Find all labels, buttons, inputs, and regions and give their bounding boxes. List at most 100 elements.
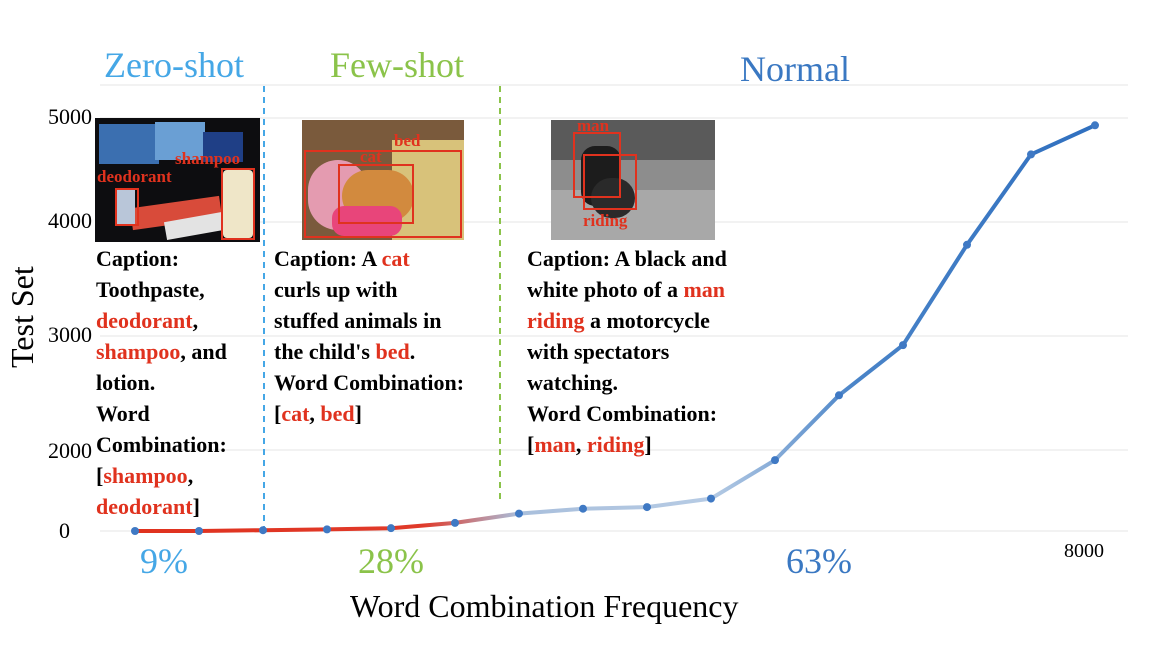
data-point: [323, 525, 331, 534]
caption-line: Word Combination:: [527, 398, 727, 429]
caption-line: Caption: A black and: [527, 243, 727, 274]
y-tick-3000: 3000: [48, 322, 92, 347]
highlighted-word: riding: [527, 308, 585, 333]
bed-bbox: [304, 150, 462, 238]
shampoo-photo-label: shampoo: [175, 149, 241, 168]
highlighted-word: bed: [375, 339, 410, 364]
caption-line: deodorant]: [96, 491, 227, 522]
caption-text: ]: [644, 432, 652, 457]
riding-photo-label: riding: [583, 211, 628, 230]
caption-text: with spectators: [527, 339, 670, 364]
deodorant-shape: [117, 190, 135, 224]
normal-label: Normal: [740, 49, 850, 89]
data-point: [1027, 150, 1035, 159]
caption-line: stuffed animals in: [274, 305, 464, 336]
highlighted-word: cat: [381, 246, 410, 271]
y-tick-0: 0: [59, 518, 70, 543]
data-point: [451, 518, 459, 527]
caption-line: lotion.: [96, 367, 227, 398]
blue-tube-shape: [203, 132, 243, 162]
caption-line: Caption:: [96, 243, 227, 274]
caption-line: Caption: A cat: [274, 243, 464, 274]
caption-line: Word Combination:: [274, 367, 464, 398]
data-point: [131, 527, 139, 535]
man-bbox: [573, 132, 621, 198]
man-photo-label: man: [577, 120, 610, 135]
zero-shot-label: Zero-shot: [104, 45, 244, 85]
riding-bbox: [583, 154, 637, 210]
deodorant-bbox: [115, 188, 139, 226]
caption-toiletries: Caption: Toothpaste, deodorant, shampoo, an…: [96, 243, 227, 522]
pink-bag-shape: [332, 206, 402, 236]
caption-text: .: [409, 339, 416, 364]
cat-photo-label: cat: [360, 147, 382, 166]
highlighted-word: cat: [281, 401, 310, 426]
highlighted-word: shampoo: [103, 463, 188, 488]
caption-text: [: [274, 401, 282, 426]
caption-line: [man, riding]: [527, 429, 727, 460]
caption-text: Word Combination:: [527, 401, 718, 426]
zero-shot-percent: 9%: [140, 541, 188, 581]
caption-text: the child's: [274, 339, 376, 364]
caption-line: [shampoo,: [96, 460, 227, 491]
data-series-line: [135, 123, 1096, 533]
caption-text: ,: [309, 401, 321, 426]
highlighted-word: bed: [320, 401, 355, 426]
y-tick-4000: 4000: [48, 208, 92, 233]
caption-cat: Caption: A cat curls up with stuffed anima…: [274, 243, 464, 429]
highlighted-word: deodorant: [96, 494, 193, 519]
caption-text: lotion.: [96, 370, 156, 395]
caption-text: [: [527, 432, 535, 457]
caption-line: with spectators: [527, 336, 727, 367]
data-points: [131, 121, 1099, 535]
caption-line: [cat, bed]: [274, 398, 464, 429]
x-axis-label: Word Combination Frequency: [350, 588, 739, 624]
lotion-bottle-shape: [223, 170, 253, 238]
bed-photo-label: bed: [394, 131, 421, 150]
caption-text: Word Combination:: [274, 370, 465, 395]
highlighted-word: man: [534, 432, 576, 457]
example-photo-motorcycle: man riding: [551, 120, 715, 240]
y-axis-label: Test Set: [4, 266, 40, 368]
caption-text: ,: [187, 463, 194, 488]
caption-line: Combination:: [96, 429, 227, 460]
caption-text: a motorcycle: [584, 308, 710, 333]
caption-line: the child's bed.: [274, 336, 464, 367]
caption-text: white photo of a: [527, 277, 684, 302]
package-shape: [155, 122, 205, 160]
few-shot-percent: 28%: [358, 541, 424, 581]
motorcycle-shape: [591, 178, 635, 218]
highlighted-word: riding: [586, 432, 645, 457]
caption-motorcycle: Caption: A black and white photo of a man…: [527, 243, 727, 460]
data-point: [643, 503, 651, 512]
caption-line: white photo of a man: [527, 274, 727, 305]
trees-shape: [551, 120, 715, 160]
data-point: [899, 341, 907, 350]
caption-line: riding a motorcycle: [527, 305, 727, 336]
y-tick-5000: 5000: [48, 104, 92, 129]
data-point: [259, 526, 267, 535]
example-photo-toiletries: shampoo deodorant: [95, 118, 260, 242]
x-tick-8000: 8000: [1064, 540, 1104, 562]
caption-text: ]: [192, 494, 200, 519]
data-point: [835, 391, 843, 400]
data-point: [515, 509, 523, 518]
highlighted-word: man: [683, 277, 726, 302]
few-shot-label: Few-shot: [330, 45, 464, 85]
caption-text: Combination:: [96, 432, 227, 457]
caption-text: ,: [192, 308, 199, 333]
caption-text: Word: [96, 401, 150, 426]
caption-line: deodorant,: [96, 305, 227, 336]
caption-text: curls up with: [274, 277, 398, 302]
caption-text: , and: [180, 339, 227, 364]
caption-line: Word: [96, 398, 227, 429]
caption-text: ,: [575, 432, 587, 457]
caption-text: watching.: [527, 370, 619, 395]
toothpaste-box-shape: [99, 124, 159, 164]
y-tick-2000: 2000: [48, 438, 92, 463]
caption-text: Caption: A: [274, 246, 382, 271]
shampoo-bbox: [221, 168, 255, 240]
caption-line: curls up with: [274, 274, 464, 305]
caption-line: shampoo, and: [96, 336, 227, 367]
